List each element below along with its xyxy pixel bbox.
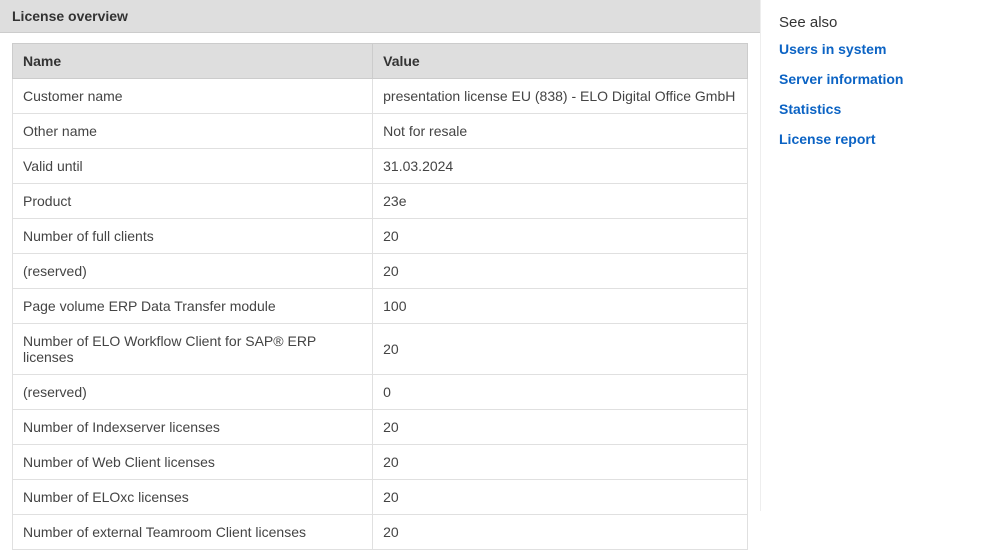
page-title: License overview [0,0,760,33]
cell-name: Customer name [13,79,373,114]
cell-value: 20 [373,445,748,480]
sidebar: See also Users in system Server informati… [760,0,994,511]
table-body: Customer namepresentation license EU (83… [13,79,748,550]
cell-value: 20 [373,515,748,550]
sidebar-link[interactable]: Server information [779,71,976,87]
cell-value: 20 [373,324,748,375]
cell-value: 20 [373,410,748,445]
sidebar-links: Users in system Server information Statist… [779,41,976,147]
table-row: Customer namepresentation license EU (83… [13,79,748,114]
cell-name: Number of Web Client licenses [13,445,373,480]
cell-value: Not for resale [373,114,748,149]
cell-value: 23e [373,184,748,219]
cell-value: 20 [373,219,748,254]
table-row: (reserved)20 [13,254,748,289]
cell-name: Valid until [13,149,373,184]
col-header-value: Value [373,44,748,79]
table-row: Number of ELO Workflow Client for SAP® E… [13,324,748,375]
table-row: Other nameNot for resale [13,114,748,149]
sidebar-link[interactable]: Users in system [779,41,976,57]
table-row: Product23e [13,184,748,219]
table-row: Number of Indexserver licenses20 [13,410,748,445]
cell-name: Number of ELOxc licenses [13,480,373,515]
cell-value: presentation license EU (838) - ELO Digi… [373,79,748,114]
table-row: Number of full clients20 [13,219,748,254]
cell-value: 20 [373,254,748,289]
table-header-row: Name Value [13,44,748,79]
table-row: Valid until31.03.2024 [13,149,748,184]
cell-name: Number of full clients [13,219,373,254]
table-row: (reserved)0 [13,375,748,410]
sidebar-link[interactable]: Statistics [779,101,976,117]
cell-value: 100 [373,289,748,324]
cell-name: Other name [13,114,373,149]
cell-name: Number of ELO Workflow Client for SAP® E… [13,324,373,375]
table-row: Page volume ERP Data Transfer module100 [13,289,748,324]
cell-name: (reserved) [13,375,373,410]
table-row: Number of Web Client licenses20 [13,445,748,480]
cell-value: 31.03.2024 [373,149,748,184]
cell-value: 20 [373,480,748,515]
license-table: Name Value Customer namepresentation lic… [12,43,748,550]
content-area: Name Value Customer namepresentation lic… [0,33,760,550]
cell-name: (reserved) [13,254,373,289]
cell-value: 0 [373,375,748,410]
main-panel: License overview Name Value Customer nam… [0,0,760,511]
table-row: Number of external Teamroom Client licen… [13,515,748,550]
cell-name: Number of external Teamroom Client licen… [13,515,373,550]
cell-name: Page volume ERP Data Transfer module [13,289,373,324]
sidebar-link[interactable]: License report [779,131,976,147]
col-header-name: Name [13,44,373,79]
cell-name: Product [13,184,373,219]
cell-name: Number of Indexserver licenses [13,410,373,445]
sidebar-heading: See also [779,14,976,31]
table-row: Number of ELOxc licenses20 [13,480,748,515]
